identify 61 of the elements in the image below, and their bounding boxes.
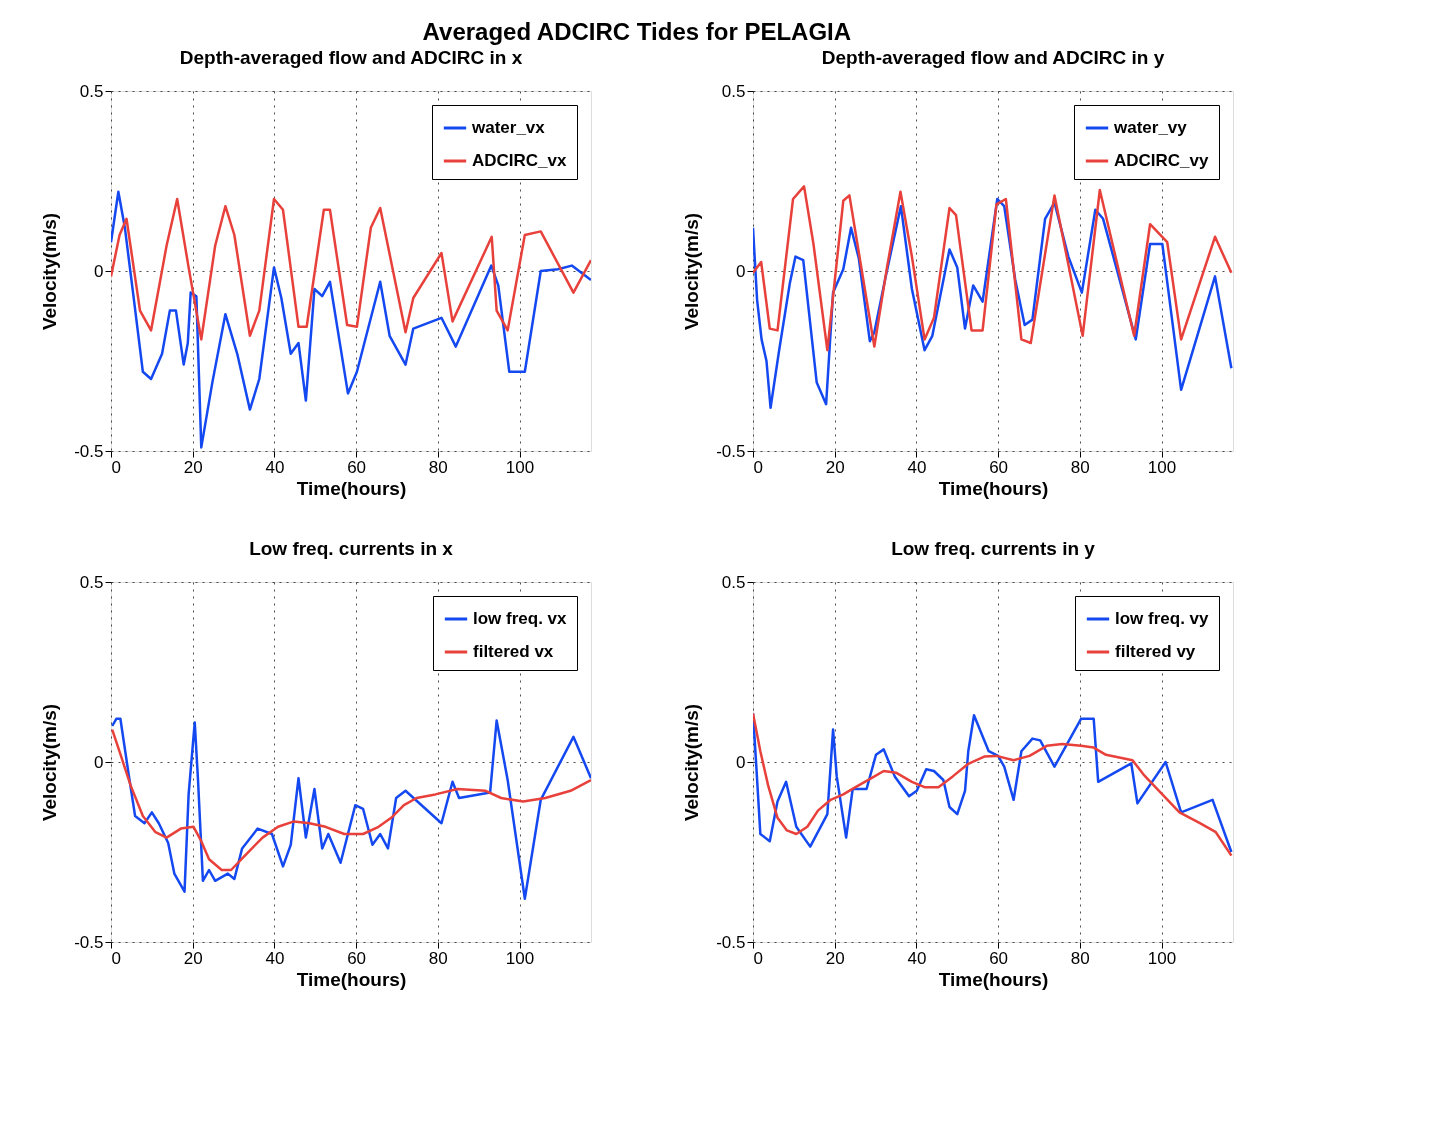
x-tick-label: 100 xyxy=(1147,457,1177,477)
y-tick-label: 0.5 xyxy=(79,81,104,101)
x-tick-label: 40 xyxy=(907,948,927,968)
x-tick-label: 80 xyxy=(1070,457,1090,477)
x-tick-label: 60 xyxy=(989,948,1009,968)
x-tick-label: 20 xyxy=(825,948,845,968)
x-tick-label: 20 xyxy=(825,457,845,477)
x-tick-label: 80 xyxy=(1070,948,1090,968)
x-tick-label: 60 xyxy=(347,948,367,968)
chart-title: Depth-averaged flow and ADCIRC in x xyxy=(179,47,523,68)
x-tick-label: 0 xyxy=(753,948,763,968)
legend-label: low freq. vx xyxy=(473,609,568,628)
x-tick-label: 40 xyxy=(265,457,285,477)
y-axis-title: Velocity(m/s) xyxy=(681,703,703,822)
line-series xyxy=(111,717,591,901)
x-tick-label: 60 xyxy=(989,457,1009,477)
y-tick-label: 0 xyxy=(94,261,104,281)
x-tick-label: 40 xyxy=(265,948,285,968)
x-tick-label: 60 xyxy=(347,457,367,477)
y-tick-label: 0.5 xyxy=(721,572,746,592)
y-tick-label: 0.5 xyxy=(79,572,104,592)
x-tick-label: 80 xyxy=(428,457,448,477)
y-tick-label: 0 xyxy=(736,752,746,772)
legend-label: water_vx xyxy=(471,118,546,137)
y-tick-label: 0.5 xyxy=(721,81,746,101)
x-tick-label: 20 xyxy=(183,457,203,477)
x-tick-label: 40 xyxy=(907,457,927,477)
y-axis-title: Velocity(m/s) xyxy=(39,212,61,331)
x-tick-label: 0 xyxy=(111,948,121,968)
line-series xyxy=(111,197,591,341)
y-tick-label: 0 xyxy=(94,752,104,772)
legend-label: ADCIRC_vy xyxy=(1114,151,1210,170)
x-tick-label: 100 xyxy=(505,457,535,477)
x-axis-title: Time(hours) xyxy=(296,477,407,499)
legend-label: filtered vx xyxy=(473,642,554,661)
y-tick-label: -0.5 xyxy=(74,932,104,952)
chart-title: Low freq. currents in y xyxy=(891,538,1096,559)
x-tick-label: 80 xyxy=(428,948,448,968)
line-series xyxy=(753,185,1233,352)
x-tick-label: 0 xyxy=(753,457,763,477)
legend-label: low freq. vy xyxy=(1115,609,1210,628)
x-axis-title: Time(hours) xyxy=(938,968,1049,990)
x-axis-title: Time(hours) xyxy=(296,968,407,990)
x-tick-label: 100 xyxy=(1147,948,1177,968)
y-tick-label: 0 xyxy=(736,261,746,281)
legend-label: ADCIRC_vx xyxy=(472,151,568,170)
x-axis-title: Time(hours) xyxy=(938,477,1049,499)
chart-title: Depth-averaged flow and ADCIRC in y xyxy=(821,47,1165,68)
y-tick-label: -0.5 xyxy=(716,932,746,952)
x-tick-label: 0 xyxy=(111,457,121,477)
x-tick-label: 20 xyxy=(183,948,203,968)
y-axis-title: Velocity(m/s) xyxy=(39,703,61,822)
y-tick-label: -0.5 xyxy=(716,441,746,461)
chart-title: Low freq. currents in x xyxy=(249,538,454,559)
y-axis-title: Velocity(m/s) xyxy=(681,212,703,331)
line-series xyxy=(111,728,591,872)
legend-label: filtered vy xyxy=(1115,642,1196,661)
text: Averaged ADCIRC Tides for PELAGIA xyxy=(422,17,852,45)
legend-label: water_vy xyxy=(1113,118,1188,137)
x-tick-label: 100 xyxy=(505,948,535,968)
y-tick-label: -0.5 xyxy=(74,441,104,461)
